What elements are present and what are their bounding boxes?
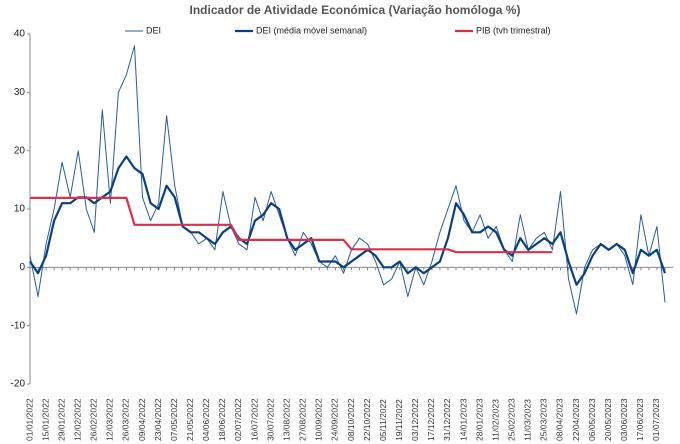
x-tick-label: 30/07/2022 (265, 398, 275, 441)
legend-label: PIB (tvh trimestral) (476, 25, 551, 35)
x-tick-label: 27/08/2022 (298, 398, 308, 441)
chart-title: Indicador de Atividade Económica (Variaç… (190, 3, 521, 17)
x-tick-label: 31/12/2022 (442, 398, 452, 441)
x-tick-label: 26/03/2022 (121, 398, 131, 441)
x-tick-label: 28/01/2023 (474, 398, 484, 441)
x-tick-label: 04/06/2022 (201, 398, 211, 441)
x-tick-label: 15/01/2022 (40, 398, 50, 441)
x-tick-label: 11/03/2023 (523, 399, 533, 441)
series-line (29, 155, 667, 286)
x-tick-label: 16/07/2022 (249, 398, 259, 441)
x-tick-label: 14/01/2023 (458, 398, 468, 441)
x-tick-label: 20/05/2023 (603, 398, 613, 441)
x-tick-label: 22/10/2022 (362, 398, 372, 441)
series-line (29, 45, 666, 315)
y-tick-label: -20 (11, 379, 26, 390)
x-tick-label: 09/04/2022 (137, 398, 147, 441)
x-tick-label: 01/01/2022 (24, 398, 34, 441)
legend-label: DEI (média móvel semanal) (256, 25, 367, 35)
x-tick-label: 03/12/2022 (410, 398, 420, 441)
x-tick-label: 22/04/2023 (571, 398, 581, 441)
series-line (30, 196, 553, 254)
x-tick-label: 12/03/2022 (105, 398, 115, 441)
x-tick-label: 29/01/2022 (56, 398, 66, 441)
x-tick-label: 17/06/2023 (635, 398, 645, 441)
x-tick-label: 10/09/2022 (314, 398, 324, 441)
x-tick-label: 02/07/2022 (233, 398, 243, 441)
x-tick-label: 11/02/2023 (490, 399, 500, 441)
x-tick-label: 06/05/2023 (587, 398, 597, 441)
x-tick-label: 24/09/2022 (330, 398, 340, 441)
x-tick-label: 23/04/2022 (153, 398, 163, 441)
x-tick-label: 26/02/2022 (89, 398, 99, 441)
x-tick-label: 07/05/2022 (169, 398, 179, 441)
x-tick-label: 03/06/2023 (619, 398, 629, 441)
y-tick-label: -10 (11, 320, 26, 331)
x-tick-label: 18/06/2022 (217, 398, 227, 441)
x-tick-label: 08/10/2022 (346, 398, 356, 441)
x-tick-label: 13/08/2022 (281, 398, 291, 441)
y-tick-label: 0 (19, 262, 25, 273)
x-tick-label: 19/11/2022 (394, 399, 404, 441)
x-tick-label: 12/02/2022 (72, 398, 82, 441)
x-tick-label: 08/04/2023 (555, 398, 565, 441)
y-tick-label: 10 (14, 204, 26, 215)
x-tick-label: 25/02/2023 (507, 398, 517, 441)
y-tick-label: 30 (14, 87, 26, 98)
x-tick-label: 25/03/2023 (539, 398, 549, 441)
y-tick-label: 20 (14, 145, 26, 156)
x-tick-label: 01/07/2023 (651, 398, 661, 441)
x-tick-label: 21/05/2022 (185, 398, 195, 441)
x-tick-label: 17/12/2022 (426, 398, 436, 441)
legend-label: DEI (146, 25, 161, 35)
x-tick-label: 05/11/2022 (378, 399, 388, 441)
y-tick-label: 40 (14, 29, 26, 40)
